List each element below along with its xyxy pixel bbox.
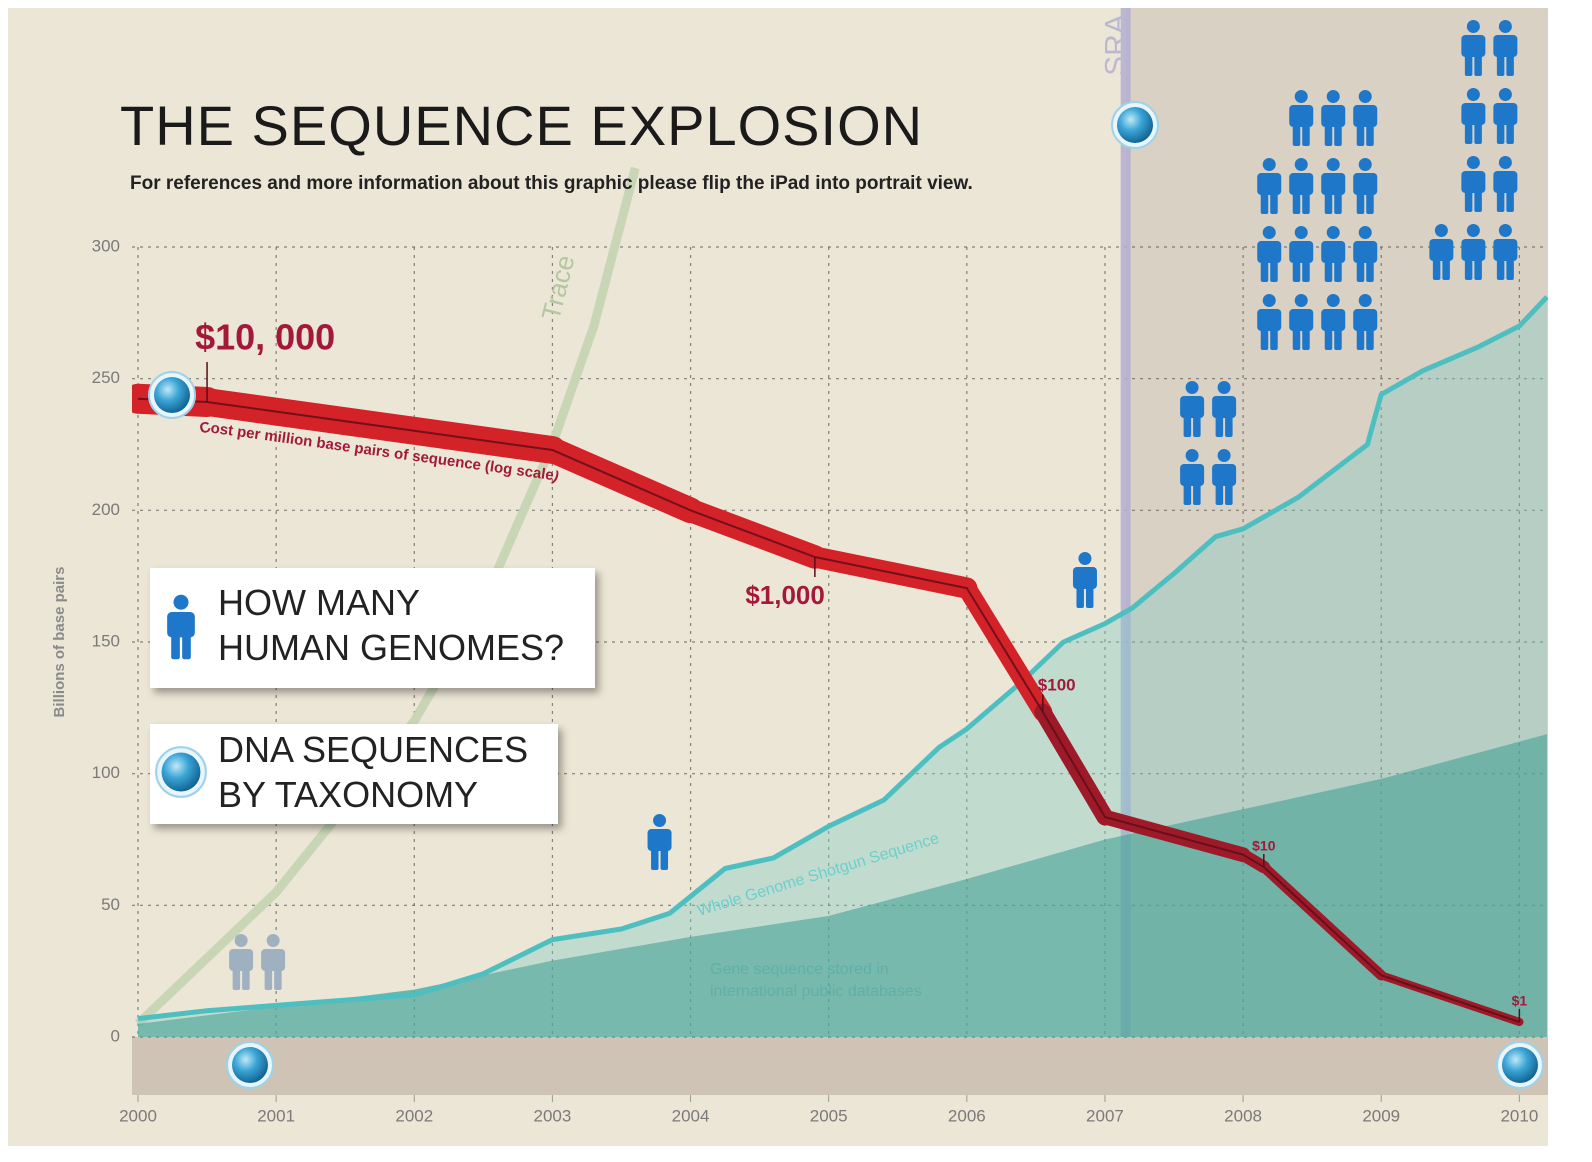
y-tick-label: 250 bbox=[92, 368, 120, 387]
x-tick-label: 2007 bbox=[1086, 1106, 1124, 1125]
x-tick-label: 2008 bbox=[1224, 1106, 1262, 1125]
cost-value-label: $1 bbox=[1512, 993, 1528, 1009]
y-tick-label: 150 bbox=[92, 631, 120, 650]
x-tick-label: 2006 bbox=[948, 1106, 986, 1125]
taxonomy-ball bbox=[148, 371, 196, 419]
x-tick-label: 2002 bbox=[395, 1106, 433, 1125]
cost-value-label: $100 bbox=[1038, 675, 1076, 694]
x-tick-label: 2001 bbox=[257, 1106, 295, 1125]
legend-text: HOW MANY HUMAN GENOMES? bbox=[218, 582, 564, 668]
y-tick-label: 0 bbox=[111, 1026, 120, 1045]
y-tick-label: 100 bbox=[92, 763, 120, 782]
gene-name-line: international public databases bbox=[710, 983, 922, 1000]
y-axis-label: Billions of base pairs bbox=[51, 567, 68, 718]
wgs-line bbox=[137, 295, 1548, 1022]
cost-value-label: $10 bbox=[1252, 838, 1276, 854]
gene-name: Gene sequence stored in international pub… bbox=[710, 961, 922, 1000]
cost-value-label: $1,000 bbox=[745, 580, 825, 610]
y-tick-label: 300 bbox=[92, 236, 120, 255]
legend-ball-icon bbox=[155, 746, 207, 798]
chart-title: THE SEQUENCE EXPLOSION bbox=[120, 94, 923, 157]
gene-name-line: Gene sequence stored in bbox=[710, 961, 889, 978]
gene-area bbox=[138, 734, 1547, 1037]
legend-line: HUMAN GENOMES? bbox=[218, 627, 564, 668]
x-tick-label: 2003 bbox=[533, 1106, 571, 1125]
cost-line bbox=[137, 397, 1520, 1023]
x-tick-label: 2009 bbox=[1362, 1106, 1400, 1125]
legend: HOW MANY HUMAN GENOMES? DNA SEQUENCES BY… bbox=[150, 568, 595, 824]
x-tick-label: 2010 bbox=[1500, 1106, 1538, 1125]
legend-box bbox=[150, 724, 558, 824]
y-tick-label: 200 bbox=[92, 500, 120, 519]
x-tick-label: 2000 bbox=[119, 1106, 157, 1125]
taxonomy-ball bbox=[1496, 1041, 1544, 1089]
plot bbox=[132, 166, 1548, 1037]
lower-band bbox=[132, 1037, 1548, 1095]
legend-box bbox=[150, 568, 595, 688]
wgs-area bbox=[138, 297, 1547, 1024]
legend-line: DNA SEQUENCES bbox=[218, 729, 528, 770]
chart-subtitle: For references and more information abou… bbox=[130, 173, 973, 194]
taxonomy-ball bbox=[1111, 101, 1159, 149]
legend-line: BY TAXONOMY bbox=[218, 774, 478, 815]
legend-line: HOW MANY bbox=[218, 582, 420, 623]
sra-label: SRA bbox=[1100, 14, 1133, 76]
cost-value-label: $10, 000 bbox=[195, 317, 335, 358]
y-tick-label: 50 bbox=[101, 895, 120, 914]
x-tick-label: 2005 bbox=[810, 1106, 848, 1125]
x-tick-label: 2004 bbox=[672, 1106, 710, 1125]
legend-text: DNA SEQUENCES BY TAXONOMY bbox=[218, 729, 538, 815]
taxonomy-ball bbox=[226, 1041, 274, 1089]
